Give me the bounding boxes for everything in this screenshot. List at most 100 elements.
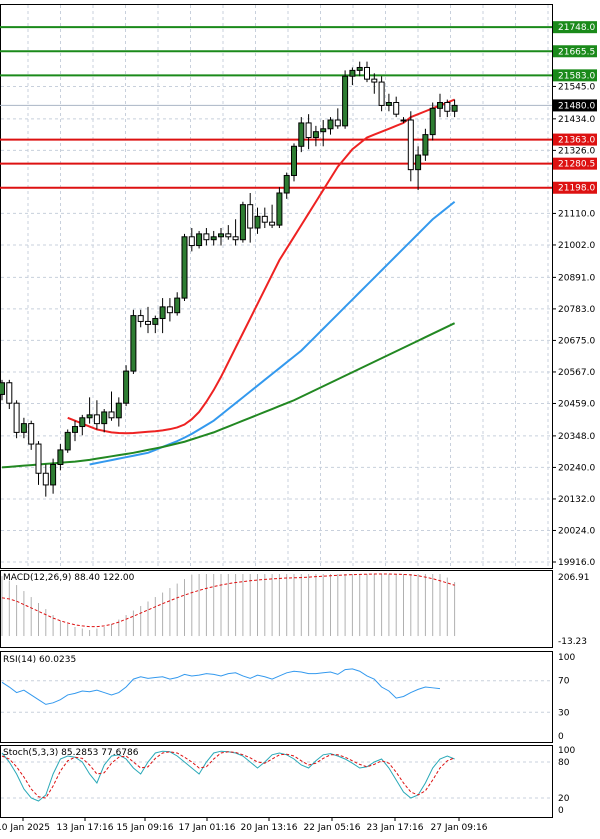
candle-body <box>385 101 392 106</box>
price-tick-label: 20783.0 <box>558 305 595 315</box>
x-tick-label: 20 Jan 13:16 <box>241 823 298 833</box>
candle-body <box>20 423 27 433</box>
candle-body <box>400 119 407 122</box>
current-price-label: 21480.0 <box>558 101 595 111</box>
candle-body <box>137 315 144 322</box>
support-label-box <box>553 157 597 170</box>
support-label-box <box>553 181 597 194</box>
x-tick-label: 13 Jan 17:16 <box>57 823 114 833</box>
candle-body <box>101 411 108 425</box>
stoch-tick-label: 20 <box>558 794 570 804</box>
x-tick-label: 27 Jan 09:16 <box>431 823 488 833</box>
candle-body <box>196 233 203 247</box>
rsi-line <box>1 668 441 705</box>
candle-body <box>342 75 349 127</box>
candle-body <box>437 101 443 109</box>
candle-body <box>298 122 305 147</box>
stoch-panel-frame <box>0 745 553 818</box>
candle-body <box>50 463 57 486</box>
candle-body <box>291 145 297 176</box>
stoch-tick-label: 80 <box>558 758 570 768</box>
candle-body <box>225 233 232 238</box>
resistance-label: 21583.0 <box>558 71 595 81</box>
price-tick-label: 21110.0 <box>558 209 595 219</box>
price-tick-label: 20459.0 <box>558 399 595 409</box>
macd-panel-frame <box>0 570 553 648</box>
price-tick-label: 20132.0 <box>558 495 595 505</box>
rsi-panel-frame <box>0 651 553 743</box>
resistance-label-box <box>553 69 597 82</box>
candle-body <box>115 402 122 419</box>
current-price-box <box>553 99 597 112</box>
candle-body <box>312 131 319 139</box>
price-tick-label: 20675.0 <box>558 336 595 346</box>
candle-body <box>181 236 188 299</box>
resistance-label: 21748.0 <box>558 23 595 33</box>
ma-blue-line <box>89 200 456 466</box>
candle-body <box>174 297 181 314</box>
price-grid <box>1 5 556 568</box>
candles <box>0 61 458 497</box>
price-panel-frame <box>0 4 553 569</box>
candle-body <box>188 236 195 247</box>
candle-body <box>415 154 422 171</box>
candle-body <box>349 69 356 77</box>
candle-body <box>422 134 429 156</box>
candle-body <box>334 119 341 127</box>
price-tick-label: 20567.0 <box>558 368 595 378</box>
macd-signal-line <box>1 573 455 628</box>
candle-body <box>327 119 334 130</box>
macd-tick-label: -13.23 <box>558 637 587 647</box>
candle-body <box>166 306 173 314</box>
rsi-title: RSI(14) 60.0235 <box>3 655 76 665</box>
candle-body <box>64 431 71 451</box>
macd-histogram <box>1 574 456 637</box>
candle-body <box>276 192 283 226</box>
candle-body <box>57 449 64 465</box>
candle-body <box>393 101 400 115</box>
candle-body <box>407 119 414 171</box>
candle-body <box>145 320 151 325</box>
candle-body <box>72 426 78 433</box>
candle-body <box>429 107 436 136</box>
candle-body <box>28 423 35 445</box>
candle-body <box>451 104 458 112</box>
price-tick-label: 19916.0 <box>558 558 595 568</box>
candle-body <box>86 414 93 419</box>
candle-body <box>371 78 378 83</box>
candle-body <box>0 382 5 395</box>
candle-body <box>108 411 115 419</box>
stoch-d-line <box>1 751 455 799</box>
rsi-tick-label: 0 <box>558 732 564 742</box>
candle-body <box>13 402 20 433</box>
candle-body <box>6 382 13 404</box>
candle-body <box>261 215 268 223</box>
x-tick-label: 23 Jan 17:16 <box>367 823 424 833</box>
candle-body <box>35 443 42 474</box>
macd-tick-label: 206.91 <box>558 573 590 583</box>
candle-body <box>247 204 254 229</box>
resistance-label-box <box>553 45 597 58</box>
support-label: 21363.0 <box>558 136 595 146</box>
support-label: 21280.5 <box>558 160 595 170</box>
price-tick-label: 20348.0 <box>558 432 595 442</box>
candle-body <box>364 66 370 80</box>
candle-body <box>123 370 130 404</box>
candle-body <box>283 174 290 194</box>
resistance-label-box <box>553 21 597 34</box>
candle-body <box>210 236 217 241</box>
candle-body <box>152 318 159 325</box>
rsi-tick-label: 100 <box>558 653 575 663</box>
x-tick-label: 17 Jan 01:16 <box>179 823 236 833</box>
price-tick-label: 20024.0 <box>558 526 595 536</box>
x-tick-label: 15 Jan 09:16 <box>117 823 174 833</box>
candle-body <box>232 236 239 241</box>
macd-title: MACD(12,26,9) 88.40 122.00 <box>3 573 135 583</box>
candle-body <box>79 417 86 428</box>
candle-body <box>130 315 137 372</box>
price-tick-label: 21002.0 <box>558 241 595 251</box>
price-tick-label: 21326.0 <box>558 146 595 156</box>
support-label-box <box>553 133 597 146</box>
candle-body <box>42 472 49 486</box>
